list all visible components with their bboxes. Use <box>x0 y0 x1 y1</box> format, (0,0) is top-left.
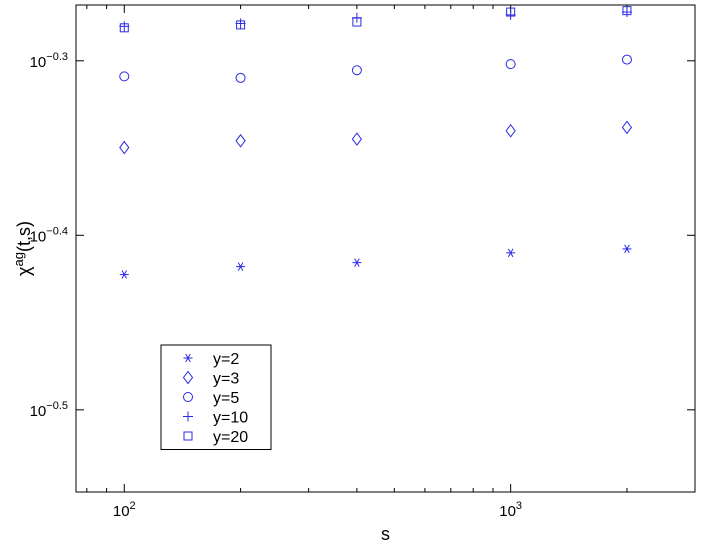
data-point-asterisk <box>622 244 632 254</box>
legend-marker-asterisk <box>183 353 193 363</box>
legend-label: y=5 <box>213 390 239 407</box>
data-point-square <box>506 7 516 17</box>
x-tick-label: 102 <box>113 500 136 520</box>
x-tick-label: 103 <box>499 500 522 520</box>
y-axis-label-superscript: ag <box>11 252 26 266</box>
y-axis-label-args: (t,s) <box>14 221 34 252</box>
legend-label: y=3 <box>213 371 239 388</box>
legend: y=2 y=3 y=5 y=10 y=20 <box>160 344 272 450</box>
legend-label: y=10 <box>213 410 248 427</box>
data-point-diamond <box>351 132 363 146</box>
legend-marker-plus <box>183 411 193 422</box>
legend-label: y=2 <box>213 351 239 368</box>
y-axis-label: χag(t,s) <box>11 221 34 276</box>
legend-box <box>160 344 272 450</box>
data-point-asterisk <box>119 270 129 279</box>
data-point-diamond <box>119 140 130 155</box>
y-tick-label: 10−0.4 <box>30 225 68 245</box>
data-markers <box>119 6 633 279</box>
data-point-circle <box>621 54 632 65</box>
x-axis-label: s <box>381 524 390 544</box>
legend-marker-diamond <box>182 370 194 385</box>
data-point-asterisk <box>236 262 246 271</box>
data-point-diamond <box>235 133 246 148</box>
data-point-circle <box>351 65 362 76</box>
y-tick-label: 10−0.3 <box>30 51 68 71</box>
data-point-square <box>119 23 129 33</box>
data-point-square <box>622 6 632 16</box>
data-point-asterisk <box>506 248 516 258</box>
legend-marker-circle <box>183 392 193 402</box>
data-point-square <box>236 20 246 30</box>
data-point-diamond <box>505 123 516 138</box>
data-point-diamond <box>621 120 633 135</box>
axis-ticks: 102 103 10−0.5 10−0.4 10−0.3 <box>30 5 696 520</box>
legend-label: y=20 <box>213 429 248 446</box>
data-point-plus <box>505 9 516 20</box>
data-point-circle <box>119 71 130 82</box>
data-point-plus <box>119 21 130 32</box>
data-point-plus <box>621 7 632 18</box>
legend-marker-square <box>183 431 193 441</box>
data-point-square <box>352 17 362 27</box>
y-tick-label: 10−0.5 <box>30 400 68 420</box>
data-point-circle <box>505 59 516 70</box>
data-point-asterisk <box>352 258 362 267</box>
data-point-circle <box>235 72 246 83</box>
data-point-plus <box>235 18 246 29</box>
y-axis-label-symbol: χ <box>14 266 34 276</box>
